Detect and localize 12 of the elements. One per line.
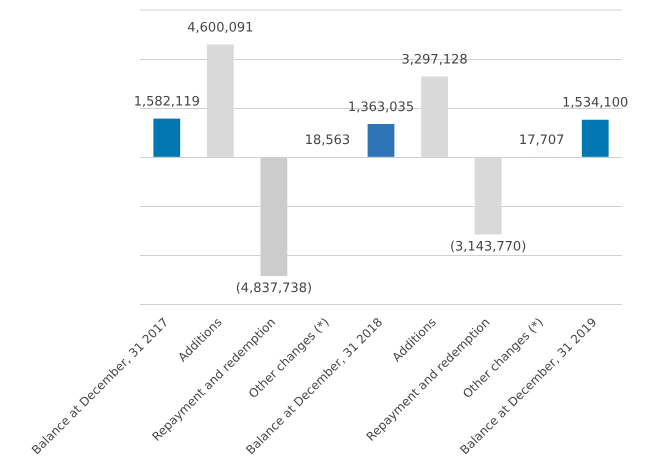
- data-label: 4,600,091: [187, 20, 254, 36]
- data-label: 1,534,100: [562, 96, 628, 111]
- bar: [368, 124, 394, 157]
- data-label: 17,707: [518, 132, 564, 148]
- data-label: 1,582,119: [134, 94, 200, 110]
- data-label: 1,363,035: [348, 100, 414, 115]
- data-label: 18,563: [304, 132, 350, 148]
- bar: [582, 120, 609, 157]
- data-label: (3,143,770): [450, 239, 526, 254]
- bar: [153, 118, 180, 157]
- data-label: 3,297,128: [401, 52, 468, 68]
- data-label: (4,837,738): [236, 280, 312, 296]
